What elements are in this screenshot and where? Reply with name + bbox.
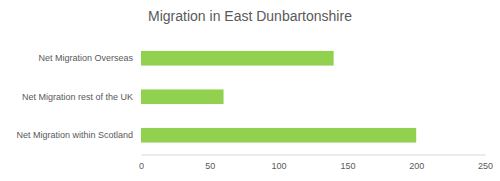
x-tick-label: 150 (340, 161, 355, 171)
bar (141, 89, 224, 104)
x-tick: 150 (340, 155, 355, 171)
bar (141, 128, 416, 143)
bars (141, 51, 416, 143)
x-tick: 50 (205, 155, 215, 171)
y-tick-label: Net Migration Overseas (38, 53, 133, 63)
chart-container: Migration in East Dunbartonshire 0 50 100 15… (0, 0, 500, 181)
x-tick: 100 (272, 155, 287, 171)
bar (141, 51, 334, 66)
x-axis-line (142, 155, 486, 156)
x-tick-label: 250 (478, 161, 493, 171)
x-tick-label: 50 (205, 161, 215, 171)
y-tick-label: Net Migration within Scotland (16, 130, 133, 140)
y-tick: Net Migration Overseas (38, 53, 141, 63)
y-tick: Net Migration rest of the UK (22, 92, 141, 102)
y-tick-label: Net Migration rest of the UK (22, 92, 133, 102)
x-tick: 200 (409, 155, 424, 171)
x-tick-label: 100 (272, 161, 287, 171)
x-tick: 0 (139, 155, 144, 171)
x-axis: 0 50 100 150 200 250 (139, 155, 493, 171)
y-tick: Net Migration within Scotland (16, 130, 141, 140)
x-tick-label: 200 (409, 161, 424, 171)
x-tick: 250 (478, 155, 493, 171)
y-axis: Net Migration Overseas Net Migration rest… (16, 53, 141, 140)
chart-title: Migration in East Dunbartonshire (148, 8, 352, 24)
x-tick-label: 0 (139, 161, 144, 171)
chart-svg: Migration in East Dunbartonshire 0 50 100 15… (0, 0, 500, 181)
